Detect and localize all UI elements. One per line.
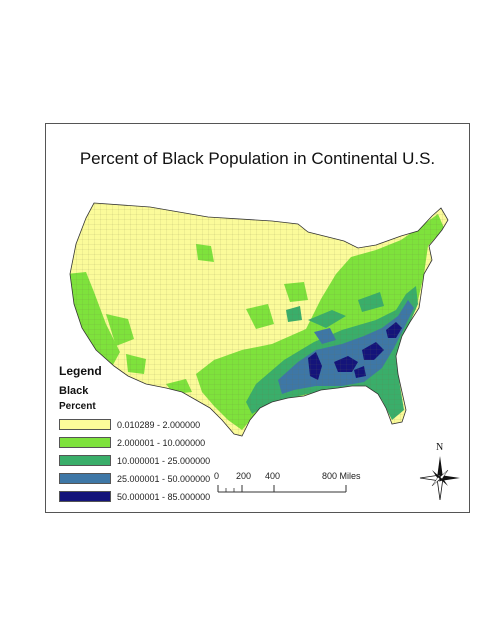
legend-label: 25.000001 - 50.000000 xyxy=(117,473,211,484)
legend-swatch xyxy=(59,437,111,448)
legend-label: 10.000001 - 25.000000 xyxy=(117,455,211,466)
legend-item: 10.000001 - 25.000000 xyxy=(59,453,234,468)
us-choropleth-map xyxy=(69,202,449,437)
legend-label: 0.010289 - 2.000000 xyxy=(117,419,201,430)
compass-rose-icon: N xyxy=(418,442,462,502)
legend-item: 25.000001 - 50.000000 xyxy=(59,471,234,486)
scale-tick-400: 400 xyxy=(265,471,281,481)
legend-item: 50.000001 - 85.000000 xyxy=(59,489,234,504)
legend: Legend Black Percent 0.010289 - 2.000000… xyxy=(59,364,234,504)
map-title: Percent of Black Population in Continent… xyxy=(79,149,436,168)
legend-layer-name: Black xyxy=(59,385,89,397)
legend-item: 2.000001 - 10.000000 xyxy=(59,435,234,450)
map-frame: Percent of Black Population in Continent… xyxy=(45,123,470,513)
scale-bar-graphic xyxy=(217,485,347,493)
legend-swatch xyxy=(59,473,111,484)
legend-swatch xyxy=(59,419,111,430)
legend-field-name: Percent xyxy=(59,401,96,412)
scale-tick-0: 0 xyxy=(214,471,220,481)
legend-label: 50.000001 - 85.000000 xyxy=(117,491,211,502)
scale-bar: 0 200 400 800 Miles xyxy=(214,471,389,501)
scale-tick-200: 200 xyxy=(236,471,252,481)
legend-swatch xyxy=(59,491,111,502)
legend-item: 0.010289 - 2.000000 xyxy=(59,417,234,432)
legend-heading: Legend xyxy=(59,364,102,378)
scale-tick-800: 800 Miles xyxy=(322,471,361,481)
legend-swatch xyxy=(59,455,111,466)
north-label: N xyxy=(436,442,444,453)
compass-star xyxy=(419,456,460,501)
legend-label: 2.000001 - 10.000000 xyxy=(117,437,206,448)
